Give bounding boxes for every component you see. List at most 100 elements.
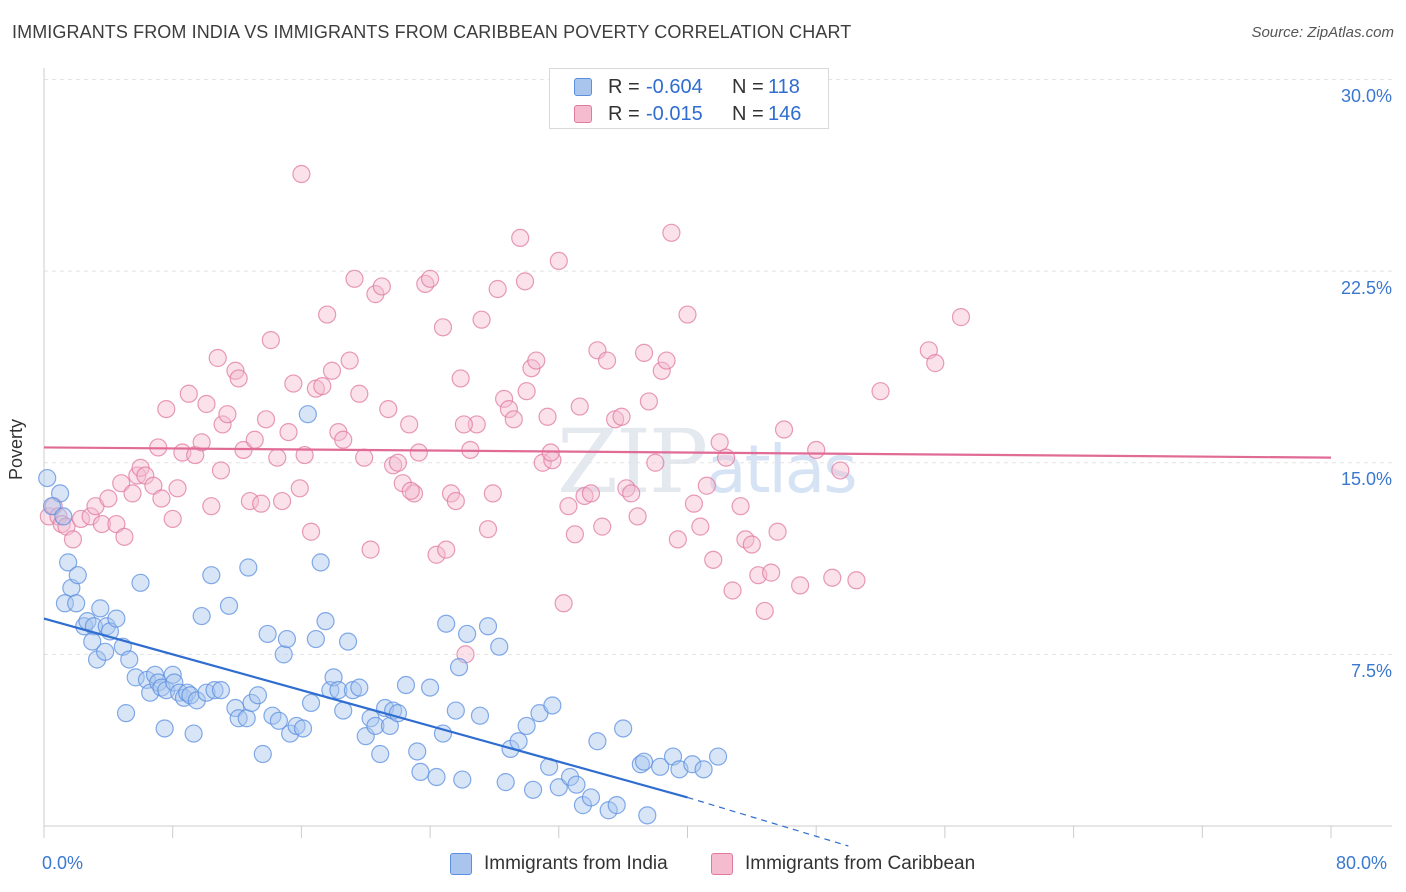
caribbean-point xyxy=(495,389,514,408)
caribbean-point xyxy=(261,331,280,350)
caribbean-point xyxy=(401,481,420,500)
india-point xyxy=(293,719,313,738)
caribbean-point xyxy=(421,269,440,288)
caribbean-point xyxy=(554,594,573,613)
caribbean-point xyxy=(157,399,176,419)
india-point xyxy=(274,645,293,664)
india-point xyxy=(371,744,390,764)
caribbean-point xyxy=(245,430,264,449)
caribbean-point xyxy=(197,394,216,414)
caribbean-n-value: 146 xyxy=(768,103,802,125)
india-point xyxy=(421,678,440,697)
caribbean-point xyxy=(762,563,781,582)
india-point xyxy=(543,696,562,715)
caribbean-swatch xyxy=(574,105,592,123)
caribbean-point xyxy=(256,410,276,429)
india-point xyxy=(350,678,369,697)
caribbean-point xyxy=(115,527,134,546)
caribbean-point xyxy=(284,374,303,393)
caribbean-point xyxy=(213,415,232,434)
caribbean-point xyxy=(831,461,850,480)
india-point xyxy=(165,673,184,692)
caribbean-point xyxy=(926,354,945,373)
india-point xyxy=(126,668,145,687)
caribbean-point xyxy=(515,272,535,291)
caribbean-point xyxy=(652,361,671,380)
caribbean-point xyxy=(345,269,364,288)
caribbean-point xyxy=(252,494,271,513)
india-point xyxy=(334,701,353,720)
caribbean-point xyxy=(355,448,374,467)
caribbean-point xyxy=(416,274,435,293)
caribbean-point xyxy=(451,369,470,388)
caribbean-point xyxy=(570,397,589,416)
india-point xyxy=(694,760,713,779)
caribbean-point xyxy=(774,420,794,439)
caribbean-point xyxy=(565,525,584,544)
india-point xyxy=(631,755,650,774)
caribbean-r-value: -0.015 xyxy=(646,103,703,125)
caribbean-point xyxy=(361,540,380,559)
caribbean-point xyxy=(472,310,491,329)
caribbean-point xyxy=(704,550,723,569)
caribbean-point xyxy=(168,479,187,498)
caribbean-point xyxy=(163,509,182,529)
caribbean-point xyxy=(350,384,369,403)
caribbean-point xyxy=(657,351,676,370)
caribbean-point xyxy=(388,453,408,472)
india-point xyxy=(496,773,515,792)
india-point xyxy=(116,704,136,723)
caribbean-point xyxy=(179,384,198,403)
india-point xyxy=(187,691,206,710)
caribbean-point xyxy=(218,405,237,424)
india-points xyxy=(38,405,728,825)
india-point xyxy=(453,770,472,789)
caribbean-point xyxy=(433,318,453,337)
india-point xyxy=(298,405,317,424)
axes xyxy=(43,68,1392,838)
india-point xyxy=(237,709,256,728)
caribbean-point xyxy=(791,576,810,595)
caribbean-point xyxy=(723,581,742,600)
india-point xyxy=(54,507,73,526)
caribbean-point xyxy=(527,351,546,370)
india-point xyxy=(226,698,245,718)
caribbean-point xyxy=(951,308,971,327)
caribbean-n-label: N = xyxy=(732,103,764,125)
y-tick-15: 15.0% xyxy=(1340,469,1392,489)
india-point xyxy=(184,724,203,743)
caribbean-point xyxy=(92,514,112,534)
caribbean-legend-label: Immigrants from Caribbean xyxy=(745,853,976,874)
caribbean-point xyxy=(697,476,716,495)
india-n-label: N = xyxy=(732,76,764,98)
x-tick-80: 80.0% xyxy=(1336,853,1388,873)
caribbean-point xyxy=(467,415,486,434)
caribbean-point xyxy=(684,494,704,513)
caribbean-point xyxy=(400,415,419,434)
caribbean-point xyxy=(63,530,83,549)
caribbean-point xyxy=(483,484,502,503)
india-point xyxy=(449,658,469,677)
caribbean-r-label: R = xyxy=(608,103,640,125)
india-point xyxy=(366,716,385,736)
india-legend-label: Immigrants from India xyxy=(484,853,668,874)
india-point xyxy=(549,778,568,797)
caribbean-point xyxy=(871,382,890,401)
caribbean-point xyxy=(691,517,710,536)
india-point xyxy=(38,468,57,488)
caribbean-point xyxy=(662,223,681,242)
caribbean-point xyxy=(99,489,118,508)
caribbean-point xyxy=(639,392,658,411)
india-point xyxy=(380,716,399,736)
india-point xyxy=(301,693,321,713)
caribbean-point xyxy=(272,491,292,511)
caribbean-point xyxy=(593,517,612,536)
caribbean-point xyxy=(504,410,523,429)
legend-row-caribbean: R = -0.015 N = 146 xyxy=(550,101,828,128)
caribbean-point xyxy=(295,445,314,465)
caribbean-point xyxy=(755,601,774,621)
caribbean-point xyxy=(634,343,654,362)
india-point xyxy=(202,566,221,585)
caribbean-point xyxy=(240,491,260,511)
